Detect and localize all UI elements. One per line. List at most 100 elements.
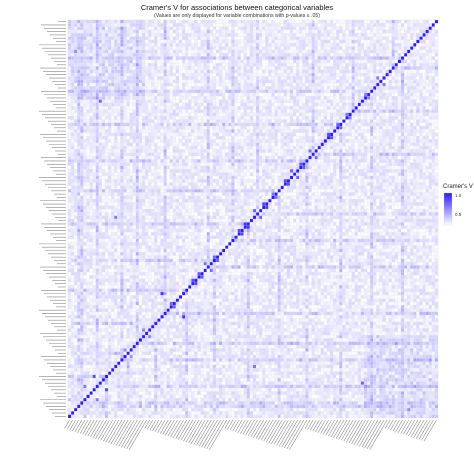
heatmap-cell [355, 129, 358, 132]
heatmap-cell [413, 40, 416, 43]
heatmap-cell [395, 120, 398, 123]
heatmap-cell [330, 37, 333, 40]
heatmap-cell [216, 63, 219, 66]
heatmap-cell [164, 116, 167, 119]
heatmap-cell [90, 113, 93, 116]
heatmap-cell [312, 60, 315, 63]
heatmap-cell [293, 86, 296, 89]
heatmap-cell [370, 73, 373, 76]
heatmap-cell [80, 93, 83, 96]
heatmap-cell [87, 139, 90, 142]
heatmap-cell [139, 30, 142, 33]
heatmap-cell [355, 50, 358, 53]
heatmap-cell [145, 90, 148, 93]
heatmap-cell [318, 73, 321, 76]
heatmap-cell [327, 120, 330, 123]
heatmap-cell [272, 20, 275, 23]
heatmap-cell [207, 110, 210, 113]
heatmap-cell [191, 37, 194, 40]
heatmap-cell [404, 20, 407, 23]
heatmap-cell [170, 149, 173, 152]
heatmap-cell [352, 23, 355, 26]
heatmap-cell [90, 43, 93, 46]
heatmap-cell [293, 126, 296, 129]
heatmap-cell [228, 149, 231, 152]
heatmap-cell [432, 93, 435, 96]
heatmap-cell [216, 120, 219, 123]
heatmap-cell [194, 126, 197, 129]
heatmap-cell [241, 40, 244, 43]
heatmap-cell [416, 73, 419, 76]
heatmap-cell [370, 40, 373, 43]
heatmap-cell [167, 139, 170, 142]
heatmap-cell [130, 83, 133, 86]
heatmap-cell [265, 113, 268, 116]
heatmap-cell [287, 23, 290, 26]
heatmap-cell [386, 113, 389, 116]
heatmap-cell [117, 70, 120, 73]
heatmap-cell [336, 66, 339, 69]
heatmap-cell [182, 149, 185, 152]
heatmap-cell [398, 47, 401, 50]
heatmap-cell [376, 129, 379, 132]
heatmap-cell [349, 129, 352, 132]
heatmap-cell [336, 100, 339, 103]
heatmap-cell [117, 100, 120, 103]
heatmap-cell [148, 86, 151, 89]
heatmap-cell [278, 153, 281, 156]
heatmap-cell [284, 56, 287, 59]
heatmap-cell [142, 43, 145, 46]
heatmap-cell [71, 73, 74, 76]
heatmap-cell [330, 23, 333, 26]
heatmap-cell [207, 103, 210, 106]
heatmap-cell [404, 23, 407, 26]
heatmap-cell [83, 43, 86, 46]
heatmap-cell [278, 149, 281, 152]
heatmap-cell [265, 53, 268, 56]
heatmap-cell [157, 56, 160, 59]
heatmap-cell [333, 96, 336, 99]
heatmap-cell [404, 70, 407, 73]
heatmap-cell [398, 106, 401, 109]
heatmap-cell [358, 126, 361, 129]
heatmap-cell [342, 73, 345, 76]
heatmap-cell [231, 37, 234, 40]
heatmap-cell [339, 153, 342, 156]
heatmap-cell [410, 90, 413, 93]
heatmap-cell [272, 96, 275, 99]
heatmap-cell [244, 33, 247, 36]
heatmap-cell [207, 96, 210, 99]
heatmap-cell [321, 103, 324, 106]
heatmap-cell [161, 96, 164, 99]
heatmap-cell [77, 30, 80, 33]
heatmap-cell [207, 50, 210, 53]
heatmap-cell [71, 23, 74, 26]
heatmap-cell [74, 110, 77, 113]
heatmap-cell [87, 23, 90, 26]
heatmap-cell [321, 20, 324, 23]
heatmap-cell [401, 100, 404, 103]
heatmap-cell [395, 80, 398, 83]
heatmap-cell [173, 106, 176, 109]
heatmap-cell [161, 27, 164, 30]
heatmap-cell [420, 56, 423, 59]
heatmap-cell [102, 23, 105, 26]
heatmap-cell [299, 149, 302, 152]
heatmap-cell [151, 90, 154, 93]
heatmap-cell [139, 149, 142, 152]
heatmap-cell [281, 146, 284, 149]
heatmap-cell [364, 139, 367, 142]
heatmap-cell [272, 139, 275, 142]
heatmap-cell [250, 100, 253, 103]
heatmap-cell [309, 86, 312, 89]
heatmap-cell [228, 23, 231, 26]
heatmap-cell [198, 143, 201, 146]
heatmap-cell [145, 33, 148, 36]
heatmap-cell [185, 56, 188, 59]
heatmap-cell [228, 93, 231, 96]
heatmap-cell [83, 50, 86, 53]
heatmap-cell [262, 129, 265, 132]
heatmap-cell [93, 50, 96, 53]
heatmap-cell [410, 139, 413, 142]
heatmap-cell [111, 106, 114, 109]
